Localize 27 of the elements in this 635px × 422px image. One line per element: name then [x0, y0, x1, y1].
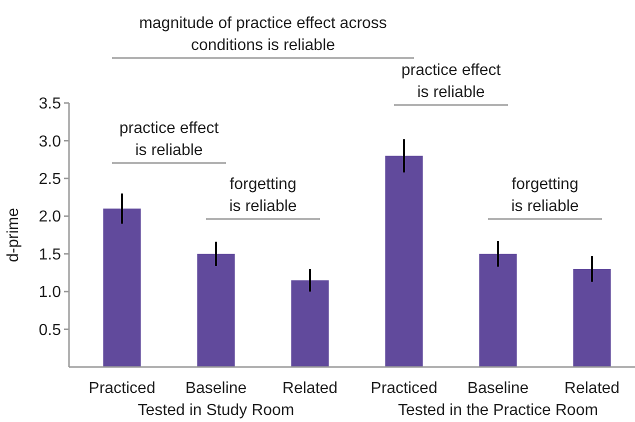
bar: [103, 208, 141, 367]
x-tick-label: Baseline: [467, 380, 529, 397]
x-tick-label: Practiced: [88, 380, 156, 397]
bar: [573, 268, 611, 367]
text: magnitude of practice effect across conditions is reliable: [139, 15, 387, 54]
x-tick-label: Baseline: [185, 380, 247, 397]
y-tick-label: 2.0: [38, 208, 62, 226]
x-tick-label: Practiced: [370, 380, 438, 397]
text: Tested in the Practice Room: [398, 402, 598, 419]
x-tick-label: Related: [564, 380, 620, 397]
annotation: practice effect is reliable: [119, 120, 220, 159]
text: practice effect is reliable: [401, 62, 502, 101]
y-axis-title: d-prime: [5, 208, 22, 262]
text: Tested in Study Room: [138, 402, 294, 419]
x-tick-label: Related: [282, 380, 338, 397]
bar: [479, 254, 517, 367]
y-tick-label: 3.5: [38, 96, 62, 113]
bar: [197, 254, 235, 367]
y-tick-label: 1.5: [38, 246, 62, 264]
y-tick-label: 2.5: [38, 171, 62, 188]
bar: [291, 280, 329, 367]
y-tick-label: 1.0: [38, 284, 62, 302]
y-tick-label: 0.5: [38, 322, 62, 339]
y-tick-label: 3.0: [38, 133, 62, 150]
annotation: forgetting is reliable: [229, 176, 297, 215]
annotation: forgetting is reliable: [511, 176, 579, 215]
bar: [385, 156, 423, 367]
